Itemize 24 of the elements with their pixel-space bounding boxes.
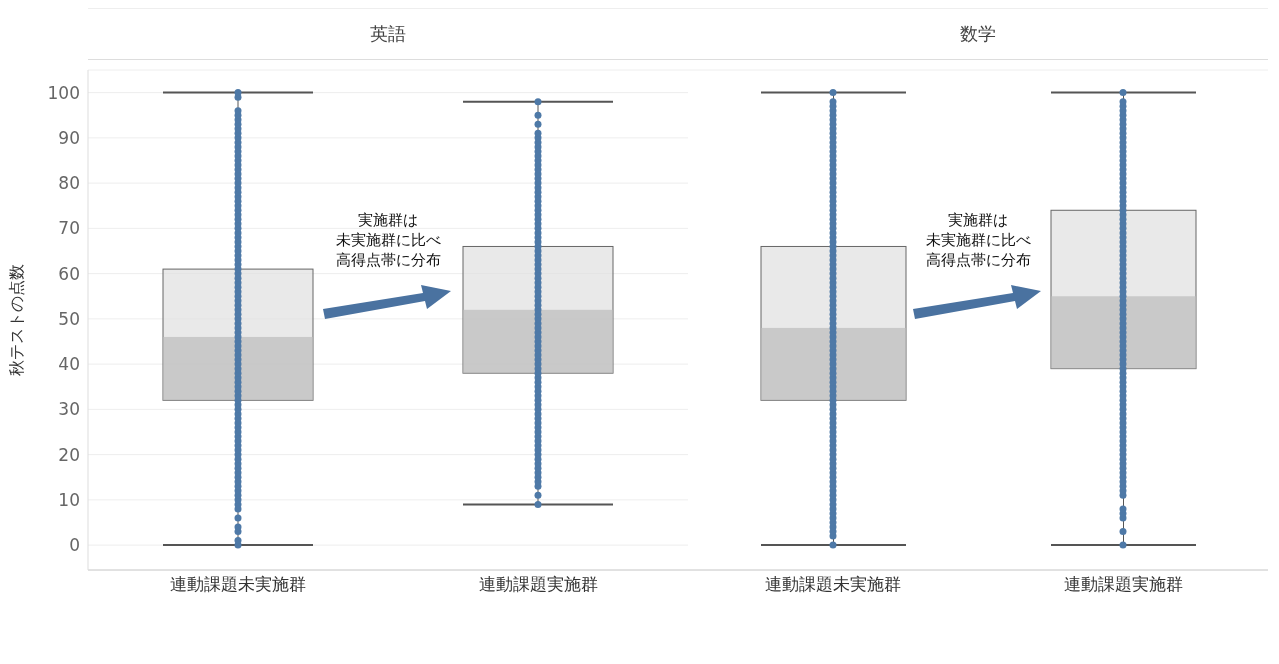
y-tick-label: 20 — [58, 444, 80, 465]
y-tick-label: 60 — [58, 263, 80, 284]
y-axis-title: 秋テストの点数 — [6, 264, 26, 376]
y-tick-label: 0 — [69, 535, 80, 556]
y-tick-label: 10 — [58, 489, 80, 510]
y-tick-label: 40 — [58, 354, 80, 375]
x-tick-label: 連動課題未実施群 — [765, 574, 901, 595]
chart-title: 英語 — [88, 8, 688, 60]
x-tick-label: 連動課題未実施群 — [170, 574, 306, 595]
y-tick-label: 50 — [58, 308, 80, 329]
y-tick-label: 90 — [58, 127, 80, 148]
y-tick-label: 70 — [58, 218, 80, 239]
chart-title: 数学 — [688, 8, 1268, 60]
x-tick-label: 連動課題実施群 — [1063, 574, 1183, 595]
y-tick-label: 80 — [58, 173, 80, 194]
annotation: 実施群は — [357, 210, 419, 231]
annotation: 未実施群に比べ — [924, 230, 1032, 251]
y-tick-label: 100 — [47, 82, 80, 103]
annotation: 高得点帯に分布 — [334, 250, 442, 271]
annotation: 実施群は — [947, 210, 1009, 231]
annotation: 高得点帯に分布 — [924, 250, 1032, 271]
annotation: 未実施群に比べ — [334, 230, 442, 251]
y-tick-label: 30 — [58, 399, 80, 420]
x-tick-label: 連動課題実施群 — [478, 574, 598, 595]
